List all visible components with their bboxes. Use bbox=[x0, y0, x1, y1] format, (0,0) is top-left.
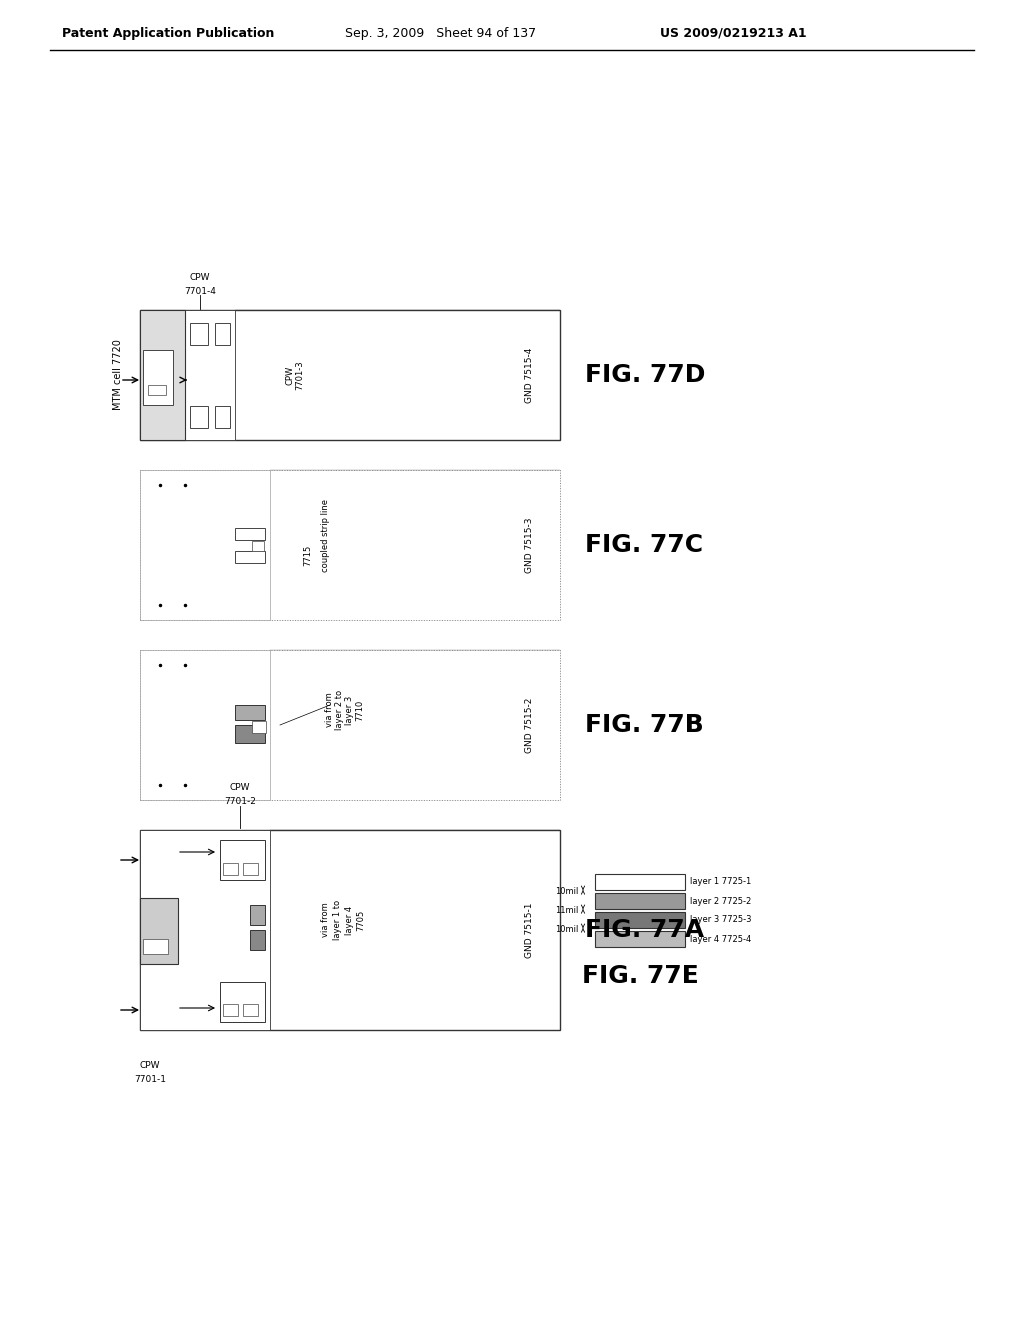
Bar bbox=[223, 863, 238, 875]
Text: FIG. 77D: FIG. 77D bbox=[585, 363, 706, 387]
Text: layer 3 7725-3: layer 3 7725-3 bbox=[690, 916, 752, 924]
Bar bbox=[234, 705, 265, 719]
Bar bbox=[252, 541, 264, 550]
Text: coupled strip line: coupled strip line bbox=[321, 499, 330, 572]
Bar bbox=[143, 350, 173, 405]
Bar bbox=[270, 470, 560, 620]
Bar bbox=[215, 407, 230, 428]
Text: 10mil: 10mil bbox=[555, 887, 578, 896]
Bar bbox=[140, 830, 270, 1030]
Bar bbox=[220, 982, 265, 1022]
Bar bbox=[595, 894, 685, 909]
Bar bbox=[234, 310, 560, 440]
Text: layer 3: layer 3 bbox=[345, 696, 354, 725]
Bar bbox=[243, 1005, 258, 1016]
Bar bbox=[595, 912, 685, 928]
Text: 7705: 7705 bbox=[356, 909, 366, 931]
Bar bbox=[190, 407, 208, 428]
Text: layer 1 7725-1: layer 1 7725-1 bbox=[690, 878, 752, 887]
Text: CPW
7701-3: CPW 7701-3 bbox=[286, 360, 305, 389]
Text: CPW: CPW bbox=[139, 1060, 160, 1069]
Bar bbox=[270, 830, 560, 1030]
Bar bbox=[252, 721, 266, 733]
Bar bbox=[234, 550, 265, 564]
Text: GND 7515-1: GND 7515-1 bbox=[525, 903, 535, 958]
Text: 7701-1: 7701-1 bbox=[134, 1076, 166, 1085]
Bar bbox=[595, 931, 685, 946]
Bar bbox=[250, 906, 265, 925]
Bar bbox=[234, 725, 265, 743]
Bar bbox=[148, 385, 166, 395]
Text: GND 7515-2: GND 7515-2 bbox=[525, 697, 535, 752]
Text: FIG. 77E: FIG. 77E bbox=[582, 964, 698, 987]
Bar bbox=[140, 310, 234, 440]
Text: 10mil: 10mil bbox=[555, 925, 578, 935]
Text: layer 4 7725-4: layer 4 7725-4 bbox=[690, 935, 752, 944]
Text: Patent Application Publication: Patent Application Publication bbox=[62, 26, 274, 40]
Text: 7710: 7710 bbox=[355, 700, 364, 721]
Bar bbox=[595, 874, 685, 890]
Bar bbox=[190, 323, 208, 345]
Text: GND 7515-4: GND 7515-4 bbox=[525, 347, 535, 403]
Bar bbox=[243, 863, 258, 875]
Text: 11mil: 11mil bbox=[555, 906, 578, 915]
Bar bbox=[220, 840, 265, 880]
Bar bbox=[140, 649, 560, 800]
Bar bbox=[143, 939, 168, 954]
Text: layer 4: layer 4 bbox=[344, 906, 353, 935]
Text: Sep. 3, 2009   Sheet 94 of 137: Sep. 3, 2009 Sheet 94 of 137 bbox=[345, 26, 537, 40]
Bar bbox=[215, 323, 230, 345]
Bar bbox=[140, 649, 270, 800]
Text: FIG. 77C: FIG. 77C bbox=[585, 533, 703, 557]
Text: layer 2 7725-2: layer 2 7725-2 bbox=[690, 896, 752, 906]
Text: US 2009/0219213 A1: US 2009/0219213 A1 bbox=[660, 26, 807, 40]
Text: FIG. 77A: FIG. 77A bbox=[585, 917, 705, 942]
Text: CPW: CPW bbox=[229, 784, 250, 792]
Bar bbox=[234, 528, 265, 540]
Bar bbox=[250, 931, 265, 950]
Text: MTM cell 7720: MTM cell 7720 bbox=[113, 339, 123, 411]
Text: via from: via from bbox=[321, 903, 330, 937]
Bar bbox=[140, 898, 178, 964]
Text: CPW: CPW bbox=[189, 273, 210, 282]
Bar bbox=[140, 310, 185, 440]
Text: layer 1 to: layer 1 to bbox=[333, 900, 341, 940]
Bar bbox=[140, 470, 270, 620]
Text: 7715: 7715 bbox=[303, 544, 312, 566]
Text: FIG. 77B: FIG. 77B bbox=[585, 713, 703, 737]
Text: 7701-4: 7701-4 bbox=[184, 288, 216, 297]
Text: via from: via from bbox=[325, 693, 334, 727]
Text: GND 7515-3: GND 7515-3 bbox=[525, 517, 535, 573]
Bar bbox=[223, 1005, 238, 1016]
Bar bbox=[140, 310, 560, 440]
Bar bbox=[140, 830, 560, 1030]
Text: 7701-2: 7701-2 bbox=[224, 797, 256, 807]
Bar bbox=[270, 649, 560, 800]
Text: layer 2 to: layer 2 to bbox=[335, 690, 344, 730]
Bar bbox=[140, 470, 560, 620]
